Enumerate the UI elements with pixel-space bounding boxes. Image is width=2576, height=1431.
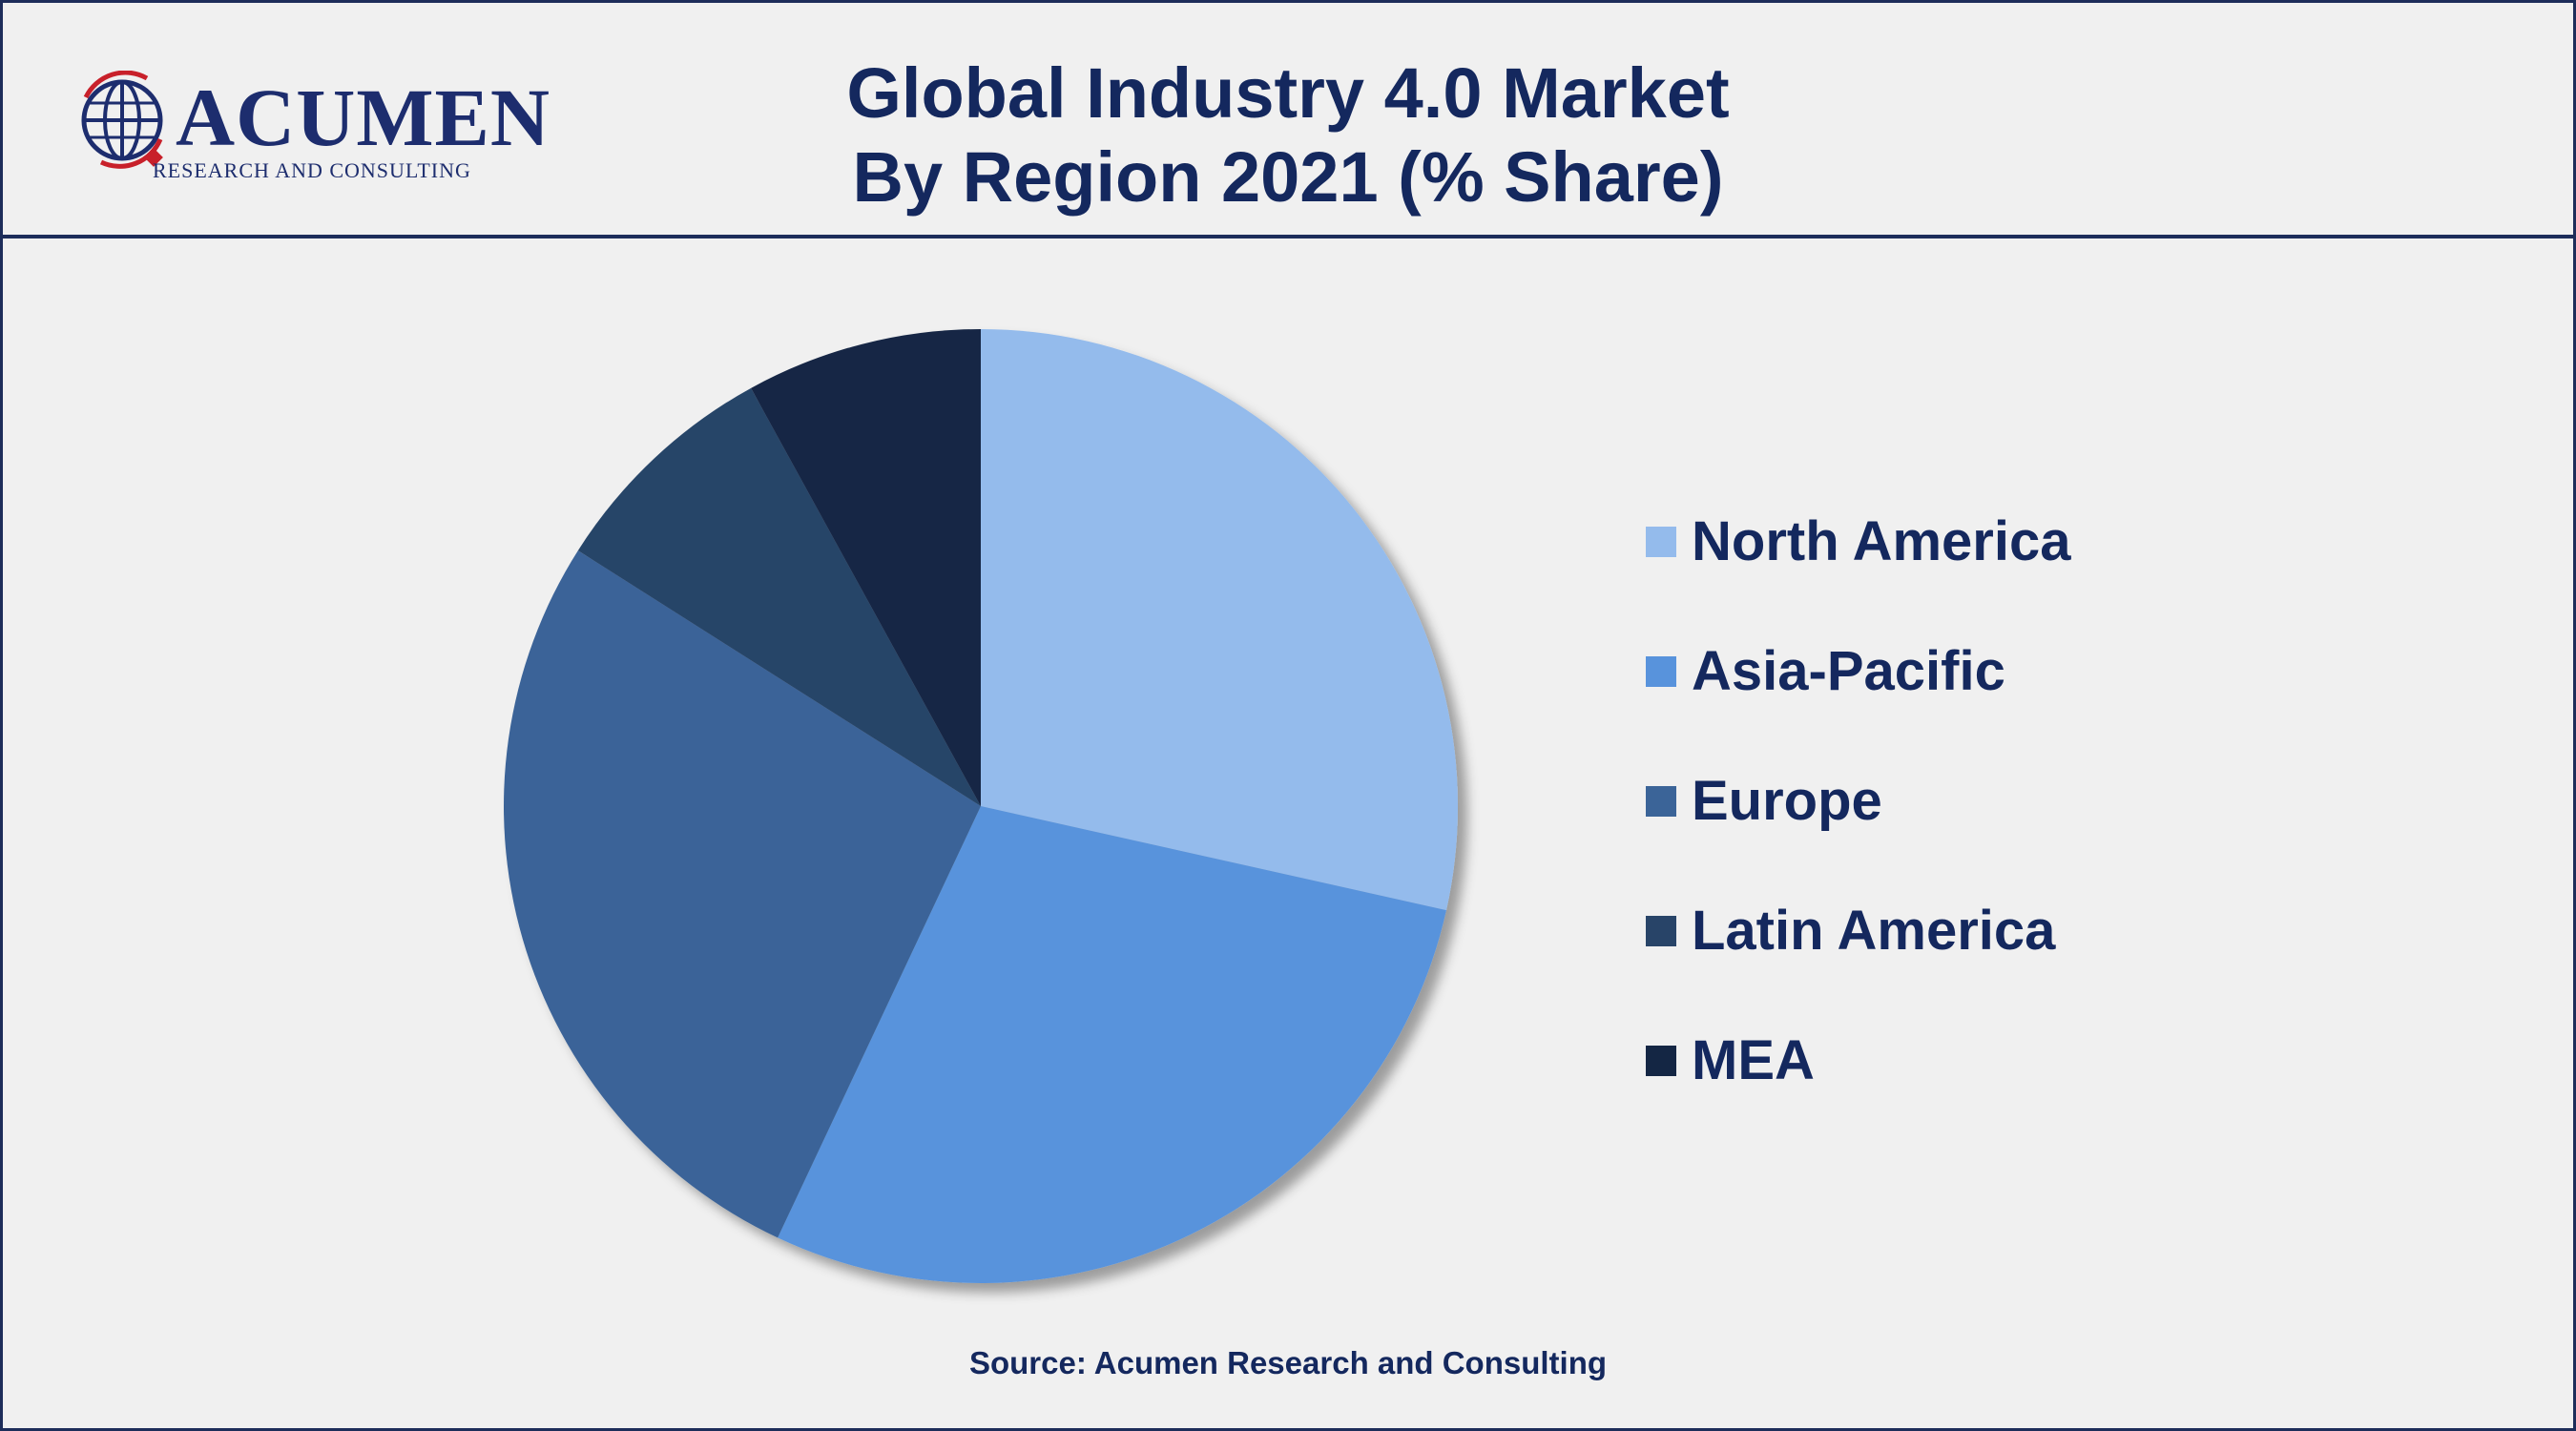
pie-slice-mea — [751, 329, 981, 806]
header: ACUMEN RESEARCH AND CONSULTING Global In… — [0, 0, 2576, 238]
legend-swatch — [1646, 527, 1676, 557]
legend-label: Asia-Pacific — [1692, 640, 2005, 702]
legend-swatch — [1646, 916, 1676, 946]
pie-slice-asia-pacific — [778, 806, 1446, 1283]
pie-slice-north-america — [981, 329, 1458, 911]
pie-slice-europe — [504, 550, 981, 1238]
source-note: Source: Acumen Research and Consulting — [968, 1345, 1608, 1380]
legend-label: Latin America — [1692, 900, 2056, 962]
legend-swatch — [1646, 786, 1676, 817]
globe-icon — [81, 71, 163, 169]
chart-title: Global Industry 4.0 Market By Region 202… — [668, 52, 1908, 219]
legend-label: MEA — [1692, 1029, 1815, 1091]
legend-label: North America — [1692, 510, 2071, 572]
chart-title-line1: Global Industry 4.0 Market — [846, 53, 1730, 133]
chart-title-line2: By Region 2021 (% Share) — [852, 137, 1724, 217]
logo-wordmark: ACUMEN — [176, 72, 551, 163]
legend-swatch — [1646, 1046, 1676, 1076]
legend-swatch — [1646, 656, 1676, 687]
acumen-logo: ACUMEN RESEARCH AND CONSULTING — [73, 71, 550, 185]
legend-label: Europe — [1692, 770, 1882, 832]
logo-subtitle: RESEARCH AND CONSULTING — [153, 158, 471, 182]
pie-slice-latin-america — [577, 387, 981, 806]
